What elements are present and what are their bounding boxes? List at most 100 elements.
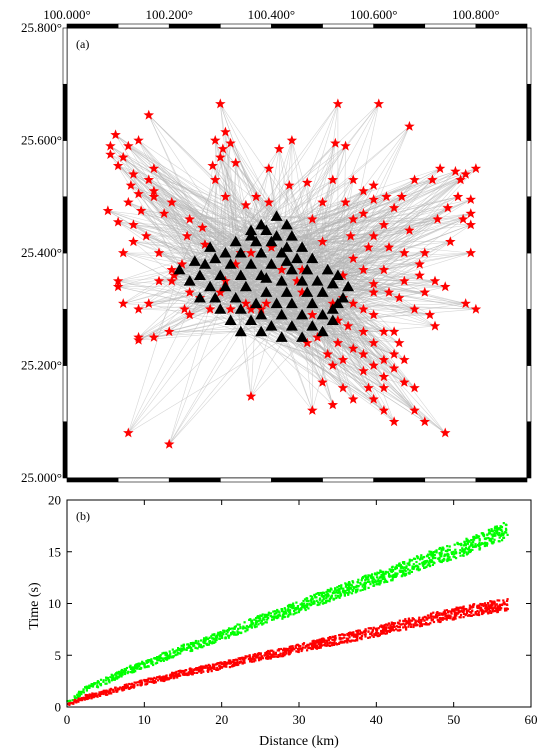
traveltime-point	[360, 638, 363, 641]
traveltime-point	[398, 619, 401, 622]
traveltime-point	[348, 586, 351, 589]
traveltime-point	[109, 676, 112, 679]
station-triangle	[204, 280, 217, 292]
traveltime-point	[332, 590, 335, 593]
traveltime-point	[171, 648, 174, 651]
traveltime-point	[334, 635, 337, 638]
traveltime-point	[382, 628, 385, 631]
traveltime-point	[133, 681, 136, 684]
traveltime-point	[213, 665, 216, 668]
traveltime-point	[163, 677, 166, 680]
ray-path	[291, 235, 339, 344]
event-star	[457, 213, 469, 224]
traveltime-point	[195, 668, 198, 671]
traveltime-point	[452, 550, 455, 553]
traveltime-point	[234, 633, 237, 636]
traveltime-point	[126, 684, 129, 688]
traveltime-point	[283, 647, 286, 650]
traveltime-point	[129, 686, 132, 689]
traveltime-point	[163, 675, 167, 678]
traveltime-point	[203, 642, 206, 645]
traveltime-point	[487, 612, 490, 615]
ray-path	[128, 297, 216, 434]
traveltime-point	[316, 646, 319, 649]
traveltime-point	[435, 551, 438, 554]
traveltime-point	[280, 655, 283, 658]
traveltime-point	[237, 627, 240, 630]
station-triangle	[219, 280, 232, 292]
ray-path	[276, 216, 313, 220]
event-star	[118, 298, 129, 309]
traveltime-point	[369, 627, 372, 630]
traveltime-point	[462, 554, 465, 557]
event-star	[419, 247, 430, 258]
traveltime-point	[82, 691, 85, 694]
station-triangle	[306, 297, 319, 309]
event-star	[317, 236, 328, 247]
traveltime-point	[240, 631, 243, 634]
traveltime-point	[503, 607, 507, 610]
ray-path	[199, 103, 380, 276]
event-star	[143, 174, 154, 185]
traveltime-point	[477, 544, 480, 547]
traveltime-point	[341, 633, 344, 636]
frame-bar	[373, 477, 426, 483]
traveltime-point	[236, 623, 239, 626]
traveltime-point	[176, 676, 179, 679]
traveltime-point	[218, 637, 221, 640]
traveltime-point	[218, 666, 222, 669]
event-star	[455, 174, 466, 185]
traveltime-point	[80, 690, 83, 693]
event-star	[432, 213, 443, 224]
traveltime-point	[159, 659, 162, 663]
station-triangle	[342, 280, 355, 292]
traveltime-point	[97, 693, 100, 696]
event-star	[383, 241, 395, 252]
ray-path	[306, 103, 380, 293]
traveltime-point	[180, 649, 183, 653]
station-triangle	[301, 263, 314, 275]
traveltime-point	[143, 666, 146, 669]
traveltime-point	[471, 548, 474, 551]
traveltime-point	[272, 618, 275, 621]
event-star	[263, 196, 275, 207]
traveltime-point	[318, 646, 321, 649]
traveltime-point	[205, 665, 208, 668]
traveltime-point	[265, 621, 268, 624]
traveltime-point	[194, 639, 197, 643]
traveltime-point	[136, 667, 139, 670]
traveltime-point	[177, 647, 180, 650]
traveltime-point	[313, 644, 316, 647]
traveltime-point	[313, 595, 316, 598]
traveltime-point	[125, 683, 128, 686]
traveltime-point	[440, 617, 443, 620]
traveltime-point	[385, 579, 388, 583]
event-star	[220, 275, 231, 286]
ray-path	[276, 216, 436, 327]
traveltime-point	[311, 597, 314, 600]
station-triangle	[285, 263, 298, 275]
traveltime-point	[451, 552, 454, 555]
traveltime-point	[300, 649, 303, 653]
frame-bar	[271, 23, 323, 29]
traveltime-point	[324, 593, 327, 596]
traveltime-point	[116, 687, 120, 690]
traveltime-point	[458, 606, 461, 609]
ray-path	[301, 247, 390, 316]
traveltime-point	[276, 614, 279, 617]
event-star	[373, 98, 384, 109]
traveltime-point	[367, 574, 370, 577]
ray-path	[276, 216, 415, 310]
station-triangle	[321, 263, 334, 275]
traveltime-point	[488, 532, 492, 535]
event-star	[378, 219, 390, 230]
traveltime-point	[496, 533, 499, 536]
traveltime-point	[495, 603, 498, 606]
traveltime-point	[482, 542, 485, 545]
ray-path	[271, 179, 415, 242]
traveltime-point	[348, 640, 351, 643]
traveltime-point	[467, 540, 470, 543]
traveltime-point	[271, 649, 274, 652]
traveltime-point	[318, 603, 321, 606]
